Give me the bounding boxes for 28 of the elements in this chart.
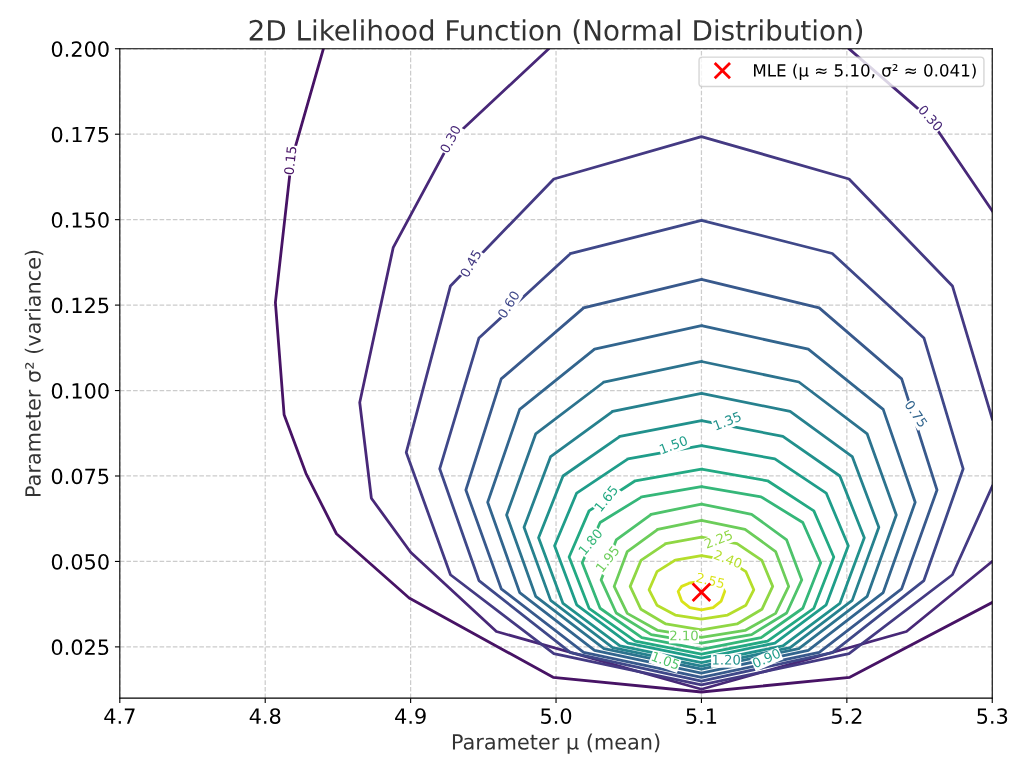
y-tick-label: 0.150	[51, 212, 109, 228]
annotation: 1.05	[651, 651, 680, 670]
y-tick-label: 0.075	[51, 468, 109, 485]
annotation: 1.50	[659, 435, 689, 455]
x-tick-label: 4.7	[104, 708, 135, 724]
annotation: 0.90	[751, 647, 782, 669]
x-axis-title: Parameter μ (mean)	[452, 733, 660, 754]
legend-label: MLE (μ ≈ 5.10, σ² ≈ 0.041)	[754, 63, 976, 80]
annotation: 0.45	[459, 249, 482, 278]
y-tick-label: 0.200	[51, 41, 109, 57]
y-tick-label: 0.025	[51, 639, 109, 656]
y-tick-label: 0.125	[51, 297, 109, 314]
y-tick-label: 0.050	[51, 553, 109, 570]
annotation: 1.20	[712, 654, 740, 665]
x-tick-label: 5.3	[977, 708, 1008, 724]
annotation: 0.30	[439, 124, 462, 154]
x-tick-label: 4.9	[395, 708, 426, 724]
annotation: 2.10	[670, 630, 698, 641]
y-tick-label: 0.175	[51, 126, 109, 143]
x-tick-label: 5.2	[831, 708, 862, 724]
y-tick-label: 0.100	[51, 383, 109, 399]
y-axis-title: Parameter σ² (variance)	[24, 250, 44, 496]
annotation: 1.35	[713, 411, 742, 431]
x-tick-label: 5.0	[541, 708, 572, 724]
chart-title: 2D Likelihood Function (Normal Distribution)	[249, 19, 863, 45]
x-tick-label: 5.1	[686, 708, 717, 724]
x-tick-label: 4.8	[249, 708, 281, 724]
annotation: 2.25	[703, 529, 733, 549]
